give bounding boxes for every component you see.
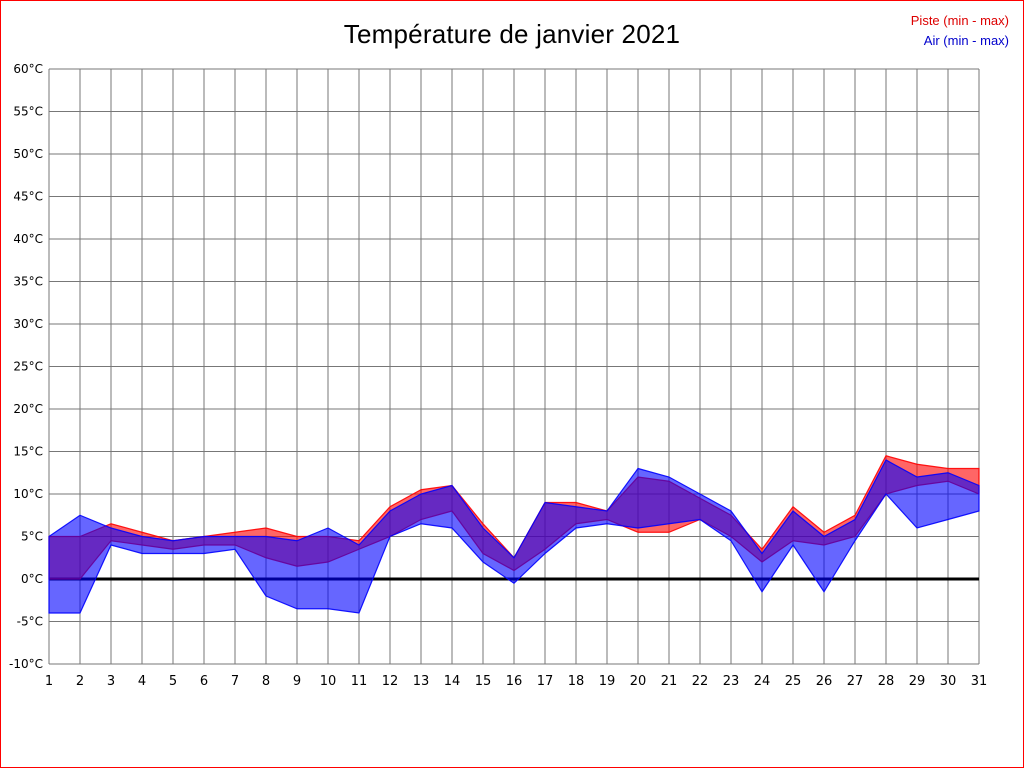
x-tick-label: 28 <box>878 674 895 689</box>
y-tick-label: 35°C <box>13 275 43 289</box>
x-tick-label: 31 <box>971 674 988 689</box>
x-tick-label: 23 <box>723 674 740 689</box>
x-tick-label: 3 <box>107 674 115 689</box>
y-tick-label: -5°C <box>17 615 43 629</box>
x-tick-label: 10 <box>320 674 337 689</box>
x-tick-label: 17 <box>537 674 554 689</box>
x-tick-label: 20 <box>630 674 647 689</box>
x-tick-label: 7 <box>231 674 239 689</box>
x-tick-label: 27 <box>847 674 864 689</box>
y-tick-label: 45°C <box>13 190 43 204</box>
x-tick-label: 15 <box>475 674 492 689</box>
legend-piste: Piste (min - max) <box>910 13 1009 28</box>
x-tick-label: 19 <box>599 674 616 689</box>
y-tick-label: 5°C <box>21 530 43 544</box>
air-band <box>48 459 980 614</box>
x-tick-label: 6 <box>200 674 208 689</box>
x-tick-label: 8 <box>262 674 270 689</box>
y-tick-label: 30°C <box>13 317 43 331</box>
x-tick-label: 29 <box>909 674 926 689</box>
x-tick-label: 30 <box>940 674 957 689</box>
x-tick-label: 1 <box>45 674 53 689</box>
x-tick-label: 4 <box>138 674 146 689</box>
x-tick-label: 2 <box>76 674 84 689</box>
x-tick-label: 9 <box>293 674 301 689</box>
y-tick-label: 50°C <box>13 147 43 161</box>
x-tick-label: 14 <box>444 674 461 689</box>
y-tick-label: -10°C <box>9 657 43 671</box>
x-tick-label: 13 <box>413 674 430 689</box>
x-tick-label: 22 <box>692 674 709 689</box>
x-tick-label: 18 <box>568 674 585 689</box>
x-tick-label: 12 <box>382 674 399 689</box>
x-tick-label: 21 <box>661 674 678 689</box>
y-tick-label: 20°C <box>13 402 43 416</box>
x-tick-label: 11 <box>351 674 368 689</box>
chart-title: Température de janvier 2021 <box>343 19 681 49</box>
y-tick-label: 15°C <box>13 445 43 459</box>
x-tick-label: 25 <box>785 674 802 689</box>
y-tick-label: 25°C <box>13 360 43 374</box>
y-tick-label: 0°C <box>21 572 43 586</box>
legend-air: Air (min - max) <box>923 33 1009 48</box>
x-tick-label: 26 <box>816 674 833 689</box>
y-tick-label: 60°C <box>13 62 43 76</box>
legend: Piste (min - max) Air (min - max) <box>911 11 1009 51</box>
x-tick-label: 16 <box>506 674 523 689</box>
y-tick-label: 40°C <box>13 232 43 246</box>
y-tick-label: 55°C <box>13 105 43 119</box>
x-tick-label: 24 <box>754 674 771 689</box>
x-tick-label: 5 <box>169 674 177 689</box>
y-tick-label: 10°C <box>13 487 43 501</box>
